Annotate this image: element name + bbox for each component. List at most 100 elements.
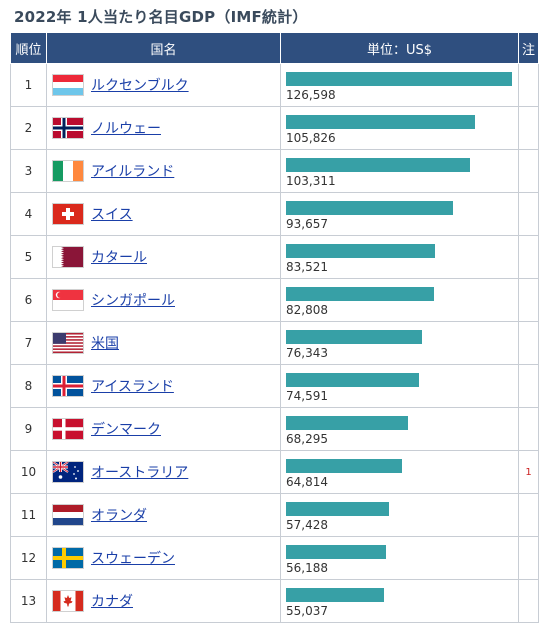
note-cell xyxy=(518,579,539,623)
page-title: 2022年 1人当たり名目GDP（IMF統計） xyxy=(14,8,308,26)
country-link[interactable]: スウェーデン xyxy=(91,551,175,567)
iceland-flag-icon xyxy=(53,376,83,396)
gdp-bar xyxy=(286,372,420,387)
country-link[interactable]: ルクセンブルク xyxy=(91,78,189,94)
table-row: 10 オーストラリア 64,814 1 xyxy=(10,450,539,494)
country-cell: シンガポール xyxy=(46,278,281,322)
table-row: 7 米国 76,343 xyxy=(10,321,539,365)
country-cell: オーストラリア xyxy=(46,450,281,494)
gdp-bar xyxy=(286,587,385,602)
country-cell: アイルランド xyxy=(46,149,281,193)
table-row: 4 スイス 93,657 xyxy=(10,192,539,236)
country-link[interactable]: カナダ xyxy=(91,594,133,610)
norway-flag-icon xyxy=(53,118,83,138)
rank-cell: 11 xyxy=(10,493,47,537)
country-cell: スウェーデン xyxy=(46,536,281,580)
note-cell xyxy=(518,321,539,365)
bar-cell: 105,826 xyxy=(280,106,519,150)
country-link[interactable]: アイスランド xyxy=(91,379,174,395)
note-cell xyxy=(518,364,539,408)
country-link[interactable]: スイス xyxy=(91,207,133,223)
bar-cell: 57,428 xyxy=(280,493,519,537)
gdp-bar xyxy=(286,415,408,430)
gdp-value-label: 105,826 xyxy=(286,130,336,145)
header-rank: 順位 xyxy=(10,32,47,64)
luxembourg-flag-icon xyxy=(53,75,83,95)
gdp-value-label: 76,343 xyxy=(286,345,328,360)
country-cell: オランダ xyxy=(46,493,281,537)
country-cell: ノルウェー xyxy=(46,106,281,150)
gdp-value-label: 57,428 xyxy=(286,517,328,532)
gdp-value-label: 82,808 xyxy=(286,302,328,317)
gdp-bar xyxy=(286,544,387,559)
gdp-bar xyxy=(286,157,471,172)
country-link[interactable]: デンマーク xyxy=(91,422,161,438)
gdp-value-label: 93,657 xyxy=(286,216,328,231)
rank-cell: 8 xyxy=(10,364,47,408)
bar-cell: 93,657 xyxy=(280,192,519,236)
country-cell: スイス xyxy=(46,192,281,236)
bar-cell: 68,295 xyxy=(280,407,519,451)
rank-cell: 2 xyxy=(10,106,47,150)
gdp-bar xyxy=(286,286,434,301)
country-cell: アイスランド xyxy=(46,364,281,408)
note-cell xyxy=(518,192,539,236)
bar-cell: 126,598 xyxy=(280,63,519,107)
gdp-value-label: 74,591 xyxy=(286,388,328,403)
bar-cell: 55,037 xyxy=(280,579,519,623)
gdp-bar xyxy=(286,458,402,473)
bar-cell: 103,311 xyxy=(280,149,519,193)
country-cell: カナダ xyxy=(46,579,281,623)
rank-cell: 12 xyxy=(10,536,47,580)
country-cell: デンマーク xyxy=(46,407,281,451)
bar-cell: 74,591 xyxy=(280,364,519,408)
usa-flag-icon xyxy=(53,333,83,353)
country-link[interactable]: シンガポール xyxy=(91,293,175,309)
header-value: 単位：US$ xyxy=(280,32,519,64)
table-row: 2 ノルウェー 105,826 xyxy=(10,106,539,150)
note-cell xyxy=(518,278,539,322)
note-cell: 1 xyxy=(518,450,539,494)
country-link[interactable]: カタール xyxy=(91,250,147,266)
bar-cell: 82,808 xyxy=(280,278,519,322)
note-cell xyxy=(518,536,539,580)
note-cell xyxy=(518,407,539,451)
bar-cell: 83,521 xyxy=(280,235,519,279)
bar-cell: 76,343 xyxy=(280,321,519,365)
note-cell xyxy=(518,149,539,193)
country-link[interactable]: オーストラリア xyxy=(91,465,189,481)
header-note: 注 xyxy=(518,32,539,64)
gdp-value-label: 56,188 xyxy=(286,560,328,575)
rank-cell: 1 xyxy=(10,63,47,107)
gdp-ranking-table: 順位 国名 単位：US$ 注 1 ルクセンブルク 126,598 2 ノルウェー 105,… xyxy=(10,32,539,623)
rank-cell: 5 xyxy=(10,235,47,279)
bar-cell: 56,188 xyxy=(280,536,519,580)
country-link[interactable]: ノルウェー xyxy=(91,121,161,137)
gdp-bar xyxy=(286,200,454,215)
header-country: 国名 xyxy=(46,32,281,64)
table-row: 6 シンガポール 82,808 xyxy=(10,278,539,322)
gdp-value-label: 103,311 xyxy=(286,173,336,188)
rank-cell: 3 xyxy=(10,149,47,193)
country-link[interactable]: 米国 xyxy=(91,336,119,352)
country-link[interactable]: アイルランド xyxy=(91,164,175,180)
rank-cell: 10 xyxy=(10,450,47,494)
netherlands-flag-icon xyxy=(53,505,83,525)
note-cell xyxy=(518,493,539,537)
rank-cell: 4 xyxy=(10,192,47,236)
country-link[interactable]: オランダ xyxy=(91,508,147,524)
australia-flag-icon xyxy=(53,462,83,482)
sweden-flag-icon xyxy=(53,548,83,568)
table-row: 1 ルクセンブルク 126,598 xyxy=(10,63,539,107)
table-row: 9 デンマーク 68,295 xyxy=(10,407,539,451)
ireland-flag-icon xyxy=(53,161,83,181)
note-cell xyxy=(518,235,539,279)
country-cell: カタール xyxy=(46,235,281,279)
country-cell: 米国 xyxy=(46,321,281,365)
rank-cell: 6 xyxy=(10,278,47,322)
country-cell: ルクセンブルク xyxy=(46,63,281,107)
qatar-flag-icon xyxy=(53,247,83,267)
table-row: 11 オランダ 57,428 xyxy=(10,493,539,537)
note-cell xyxy=(518,63,539,107)
note-cell xyxy=(518,106,539,150)
